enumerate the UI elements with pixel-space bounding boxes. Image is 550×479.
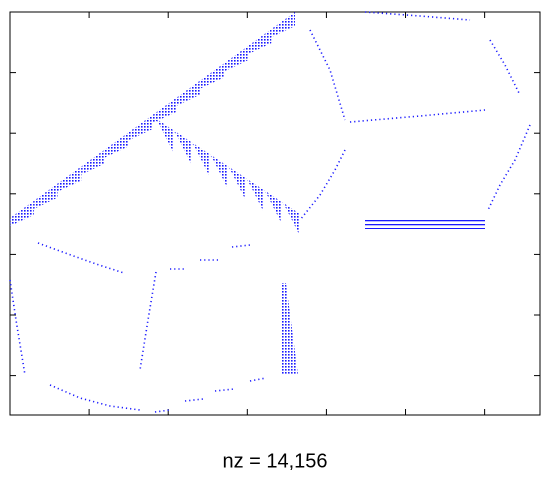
nz-run <box>9 279 26 376</box>
tick-marks <box>10 12 540 415</box>
nz-block <box>281 202 300 236</box>
nz-block <box>176 80 200 106</box>
nz-block <box>105 132 129 158</box>
sparsity-pattern <box>9 11 531 413</box>
nz-block <box>227 166 246 200</box>
nz-block <box>33 183 58 209</box>
plot-frame <box>9 11 541 416</box>
nz-run <box>249 377 267 382</box>
nz-block <box>209 154 228 188</box>
nz-run <box>231 244 251 248</box>
nz-block <box>223 46 248 72</box>
nz-run <box>214 388 235 392</box>
nz-block <box>247 29 272 55</box>
nz-block <box>81 149 105 175</box>
nz-block <box>282 283 298 375</box>
nz-block <box>365 219 485 229</box>
nz-block <box>271 12 295 38</box>
nz-run <box>154 409 171 413</box>
x-axis-label: nz = 14,156 <box>222 450 327 472</box>
nz-block <box>191 142 210 176</box>
nz-block <box>57 166 82 192</box>
nz-block <box>173 130 192 164</box>
nz-run <box>37 242 125 274</box>
nz-run <box>184 398 204 402</box>
nz-run <box>364 11 471 21</box>
nz-block <box>128 115 153 141</box>
nz-block <box>200 63 224 89</box>
nz-block <box>263 190 282 224</box>
nz-run <box>349 109 486 123</box>
nz-run <box>489 39 521 96</box>
nz-block <box>155 118 174 152</box>
nz-block <box>10 200 34 226</box>
nz-run <box>299 149 346 221</box>
nz-block <box>152 97 177 123</box>
nz-block <box>245 178 264 212</box>
